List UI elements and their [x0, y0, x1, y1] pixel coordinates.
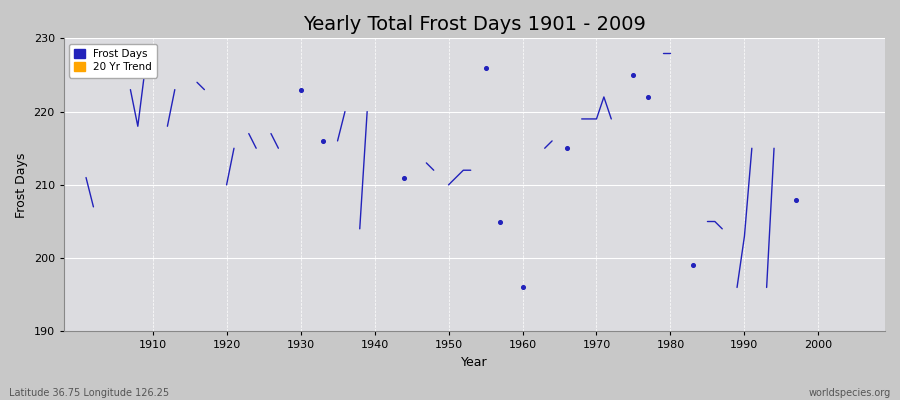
Text: worldspecies.org: worldspecies.org	[809, 388, 891, 398]
Point	[397, 174, 411, 181]
Legend: Frost Days, 20 Yr Trend: Frost Days, 20 Yr Trend	[69, 44, 157, 78]
Title: Yearly Total Frost Days 1901 - 2009: Yearly Total Frost Days 1901 - 2009	[303, 15, 646, 34]
Point	[641, 94, 655, 100]
Point	[316, 138, 330, 144]
Point	[478, 64, 492, 71]
X-axis label: Year: Year	[461, 356, 488, 369]
Point	[560, 145, 574, 152]
Point	[686, 262, 700, 269]
Point	[293, 86, 308, 93]
Y-axis label: Frost Days: Frost Days	[15, 152, 28, 218]
Point	[516, 284, 530, 291]
Point	[789, 196, 804, 203]
Text: Latitude 36.75 Longitude 126.25: Latitude 36.75 Longitude 126.25	[9, 388, 169, 398]
Point	[493, 218, 508, 225]
Point	[626, 72, 641, 78]
